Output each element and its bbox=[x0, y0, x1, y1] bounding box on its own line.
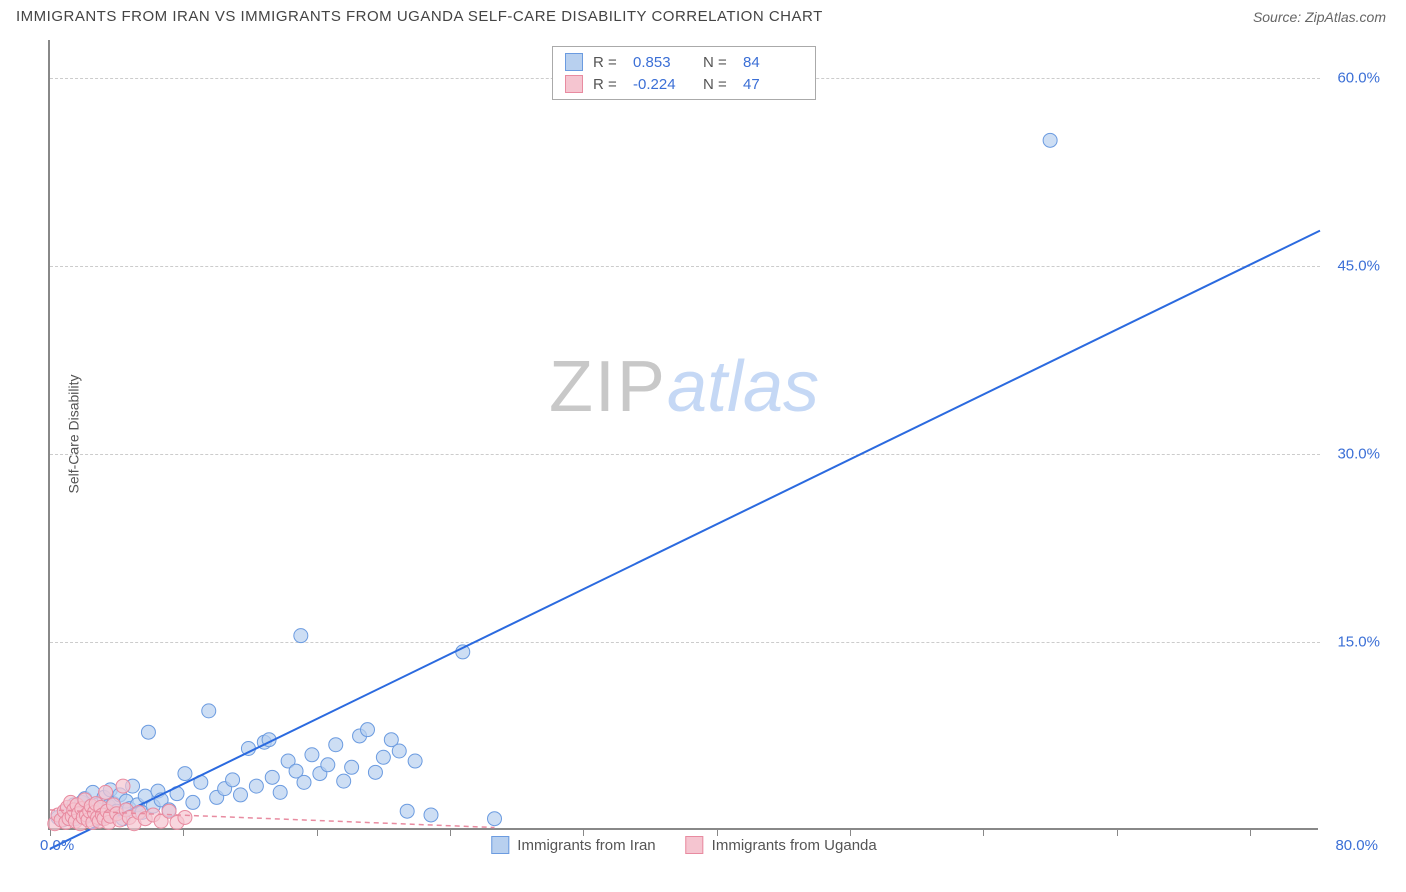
trend-line bbox=[50, 231, 1320, 849]
data-point bbox=[265, 770, 279, 784]
data-point bbox=[116, 779, 130, 793]
y-tick-label: 30.0% bbox=[1337, 445, 1380, 462]
data-point bbox=[392, 744, 406, 758]
data-point bbox=[400, 804, 414, 818]
r-label: R = bbox=[593, 76, 623, 93]
legend-row-uganda: R = -0.224 N = 47 bbox=[565, 73, 803, 95]
data-point bbox=[424, 808, 438, 822]
data-point bbox=[376, 750, 390, 764]
series-legend: Immigrants from Iran Immigrants from Uga… bbox=[491, 836, 876, 854]
r-label: R = bbox=[593, 54, 623, 71]
swatch-uganda-icon bbox=[565, 75, 583, 93]
data-point bbox=[273, 785, 287, 799]
data-point bbox=[186, 795, 200, 809]
data-point bbox=[99, 785, 113, 799]
legend-row-iran: R = 0.853 N = 84 bbox=[565, 51, 803, 73]
legend-item-uganda: Immigrants from Uganda bbox=[686, 836, 877, 854]
y-tick-label: 45.0% bbox=[1337, 257, 1380, 274]
swatch-iran-icon bbox=[565, 53, 583, 71]
data-point bbox=[249, 779, 263, 793]
legend-label-iran: Immigrants from Iran bbox=[517, 837, 655, 854]
data-point bbox=[226, 773, 240, 787]
legend-label-uganda: Immigrants from Uganda bbox=[712, 837, 877, 854]
legend-item-iran: Immigrants from Iran bbox=[491, 836, 655, 854]
data-point bbox=[234, 788, 248, 802]
data-point bbox=[321, 758, 335, 772]
data-point bbox=[1043, 133, 1057, 147]
data-point bbox=[329, 738, 343, 752]
x-origin-label: 0.0% bbox=[40, 837, 74, 854]
data-point bbox=[178, 810, 192, 824]
r-value-iran: 0.853 bbox=[633, 54, 693, 71]
data-point bbox=[241, 741, 255, 755]
data-point bbox=[141, 725, 155, 739]
data-point bbox=[345, 760, 359, 774]
data-point bbox=[361, 723, 375, 737]
source-attribution: Source: ZipAtlas.com bbox=[1253, 9, 1386, 25]
data-point bbox=[488, 812, 502, 826]
chart-title: IMMIGRANTS FROM IRAN VS IMMIGRANTS FROM … bbox=[16, 8, 823, 25]
n-value-uganda: 47 bbox=[743, 76, 803, 93]
correlation-legend: R = 0.853 N = 84 R = -0.224 N = 47 bbox=[552, 46, 816, 100]
n-value-iran: 84 bbox=[743, 54, 803, 71]
data-point bbox=[294, 629, 308, 643]
data-point bbox=[297, 775, 311, 789]
y-tick-label: 60.0% bbox=[1337, 69, 1380, 86]
source-label: Source: bbox=[1253, 9, 1305, 25]
data-point bbox=[305, 748, 319, 762]
data-point bbox=[178, 767, 192, 781]
data-point bbox=[368, 765, 382, 779]
swatch-iran-icon bbox=[491, 836, 509, 854]
scatter-plot-svg bbox=[50, 40, 1320, 830]
n-label: N = bbox=[703, 76, 733, 93]
x-max-label: 80.0% bbox=[1335, 837, 1378, 854]
n-label: N = bbox=[703, 54, 733, 71]
swatch-uganda-icon bbox=[686, 836, 704, 854]
r-value-uganda: -0.224 bbox=[633, 76, 693, 93]
data-point bbox=[408, 754, 422, 768]
source-name: ZipAtlas.com bbox=[1305, 9, 1386, 25]
chart-container: Self-Care Disability 15.0%30.0%45.0%60.0… bbox=[48, 40, 1388, 850]
data-point bbox=[202, 704, 216, 718]
y-tick-label: 15.0% bbox=[1337, 633, 1380, 650]
data-point bbox=[337, 774, 351, 788]
plot-area: Self-Care Disability 15.0%30.0%45.0%60.0… bbox=[48, 40, 1318, 830]
